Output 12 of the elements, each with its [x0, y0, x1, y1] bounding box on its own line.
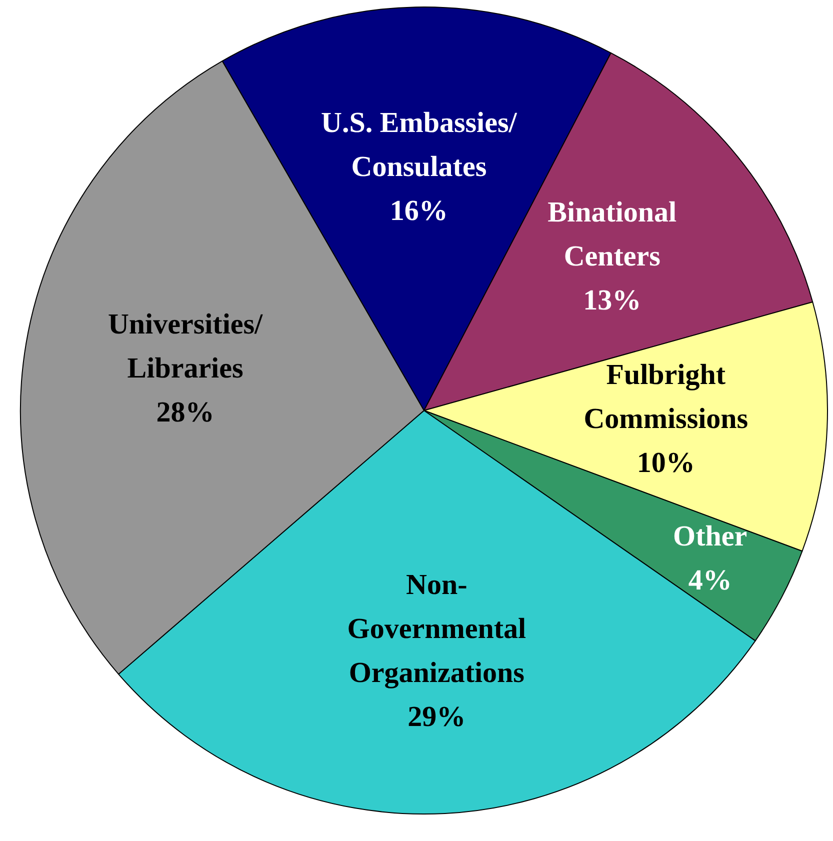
slice-label: Universities/ Libraries	[108, 308, 264, 385]
slice-label: Fulbright Commissions	[584, 359, 748, 436]
data-label: 29%	[408, 700, 466, 733]
data-label: 13%	[583, 284, 642, 317]
data-label: 4%	[688, 564, 732, 597]
data-label: 28%	[156, 396, 214, 429]
slice-label: U.S. Embassies/ Consulates	[321, 106, 518, 183]
slice-label: Non- Governmental Organizations	[347, 568, 526, 689]
slice-label: Other	[673, 520, 748, 553]
data-label: 16%	[390, 194, 448, 227]
data-label: 10%	[636, 447, 695, 480]
slice-label: Binational Centers	[548, 196, 677, 273]
